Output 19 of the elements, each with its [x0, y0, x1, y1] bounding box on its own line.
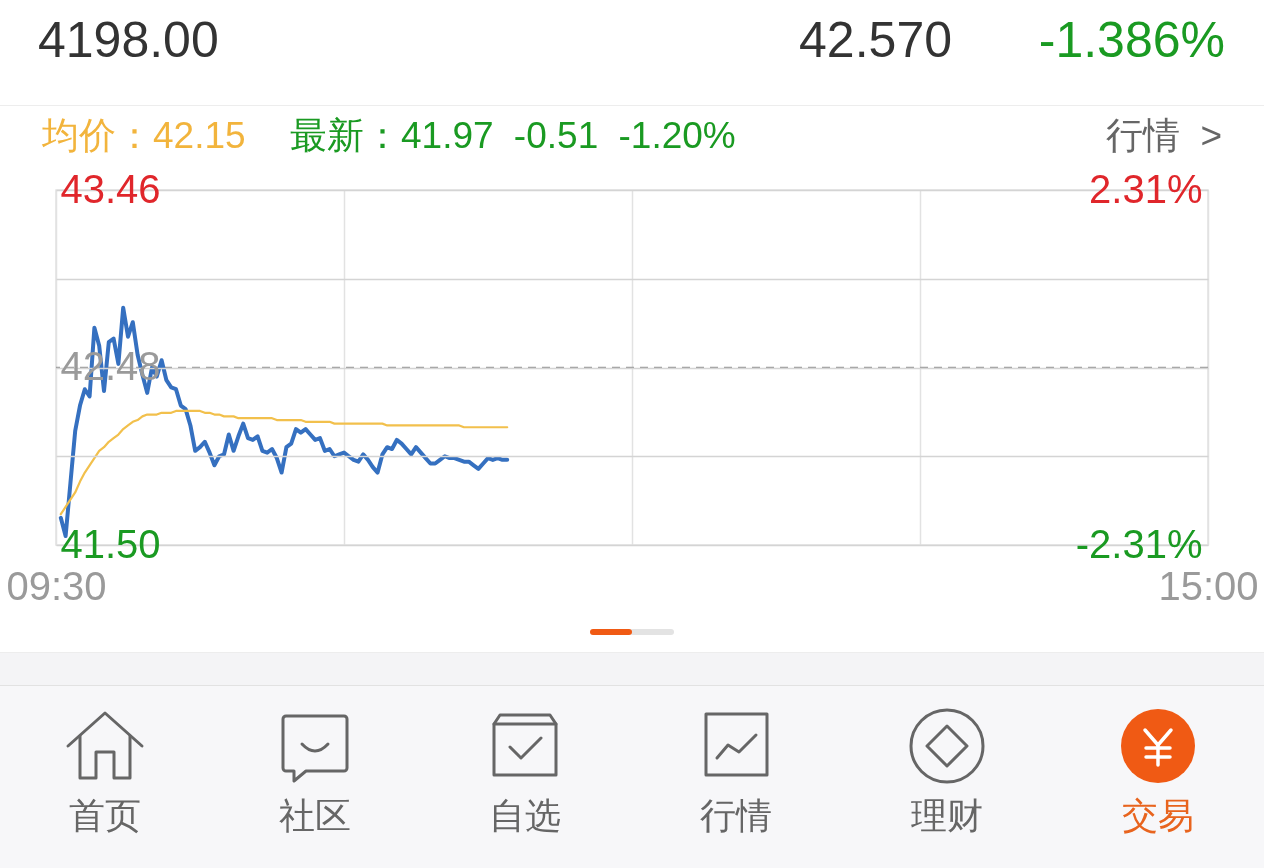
- text: 均价：42.15: [42, 115, 246, 156]
- text: 行情: [699, 795, 773, 836]
- text: -1.386%: [1038, 12, 1225, 68]
- y-tick-label: 41.50: [60, 521, 161, 566]
- text: 最新：41.97 -0.51 -1.20%: [290, 115, 736, 156]
- text: 理财: [910, 795, 984, 836]
- text: 自选: [488, 795, 562, 836]
- line-series: [59, 409, 509, 516]
- text: 42.570: [799, 12, 952, 68]
- x-tick-label: 15:00: [1158, 563, 1259, 608]
- y-tick-label: 43.46: [60, 166, 161, 211]
- text: 4198.00: [38, 12, 219, 68]
- text: 交易: [1121, 795, 1195, 836]
- text: 首页: [68, 795, 142, 836]
- x-tick-label: 09:30: [6, 563, 107, 608]
- y2-tick-label: -2.31%: [1075, 521, 1203, 566]
- y2-tick-label: 2.31%: [1089, 166, 1203, 211]
- text: 社区: [278, 795, 352, 836]
- text: 行情 >: [1106, 115, 1222, 156]
